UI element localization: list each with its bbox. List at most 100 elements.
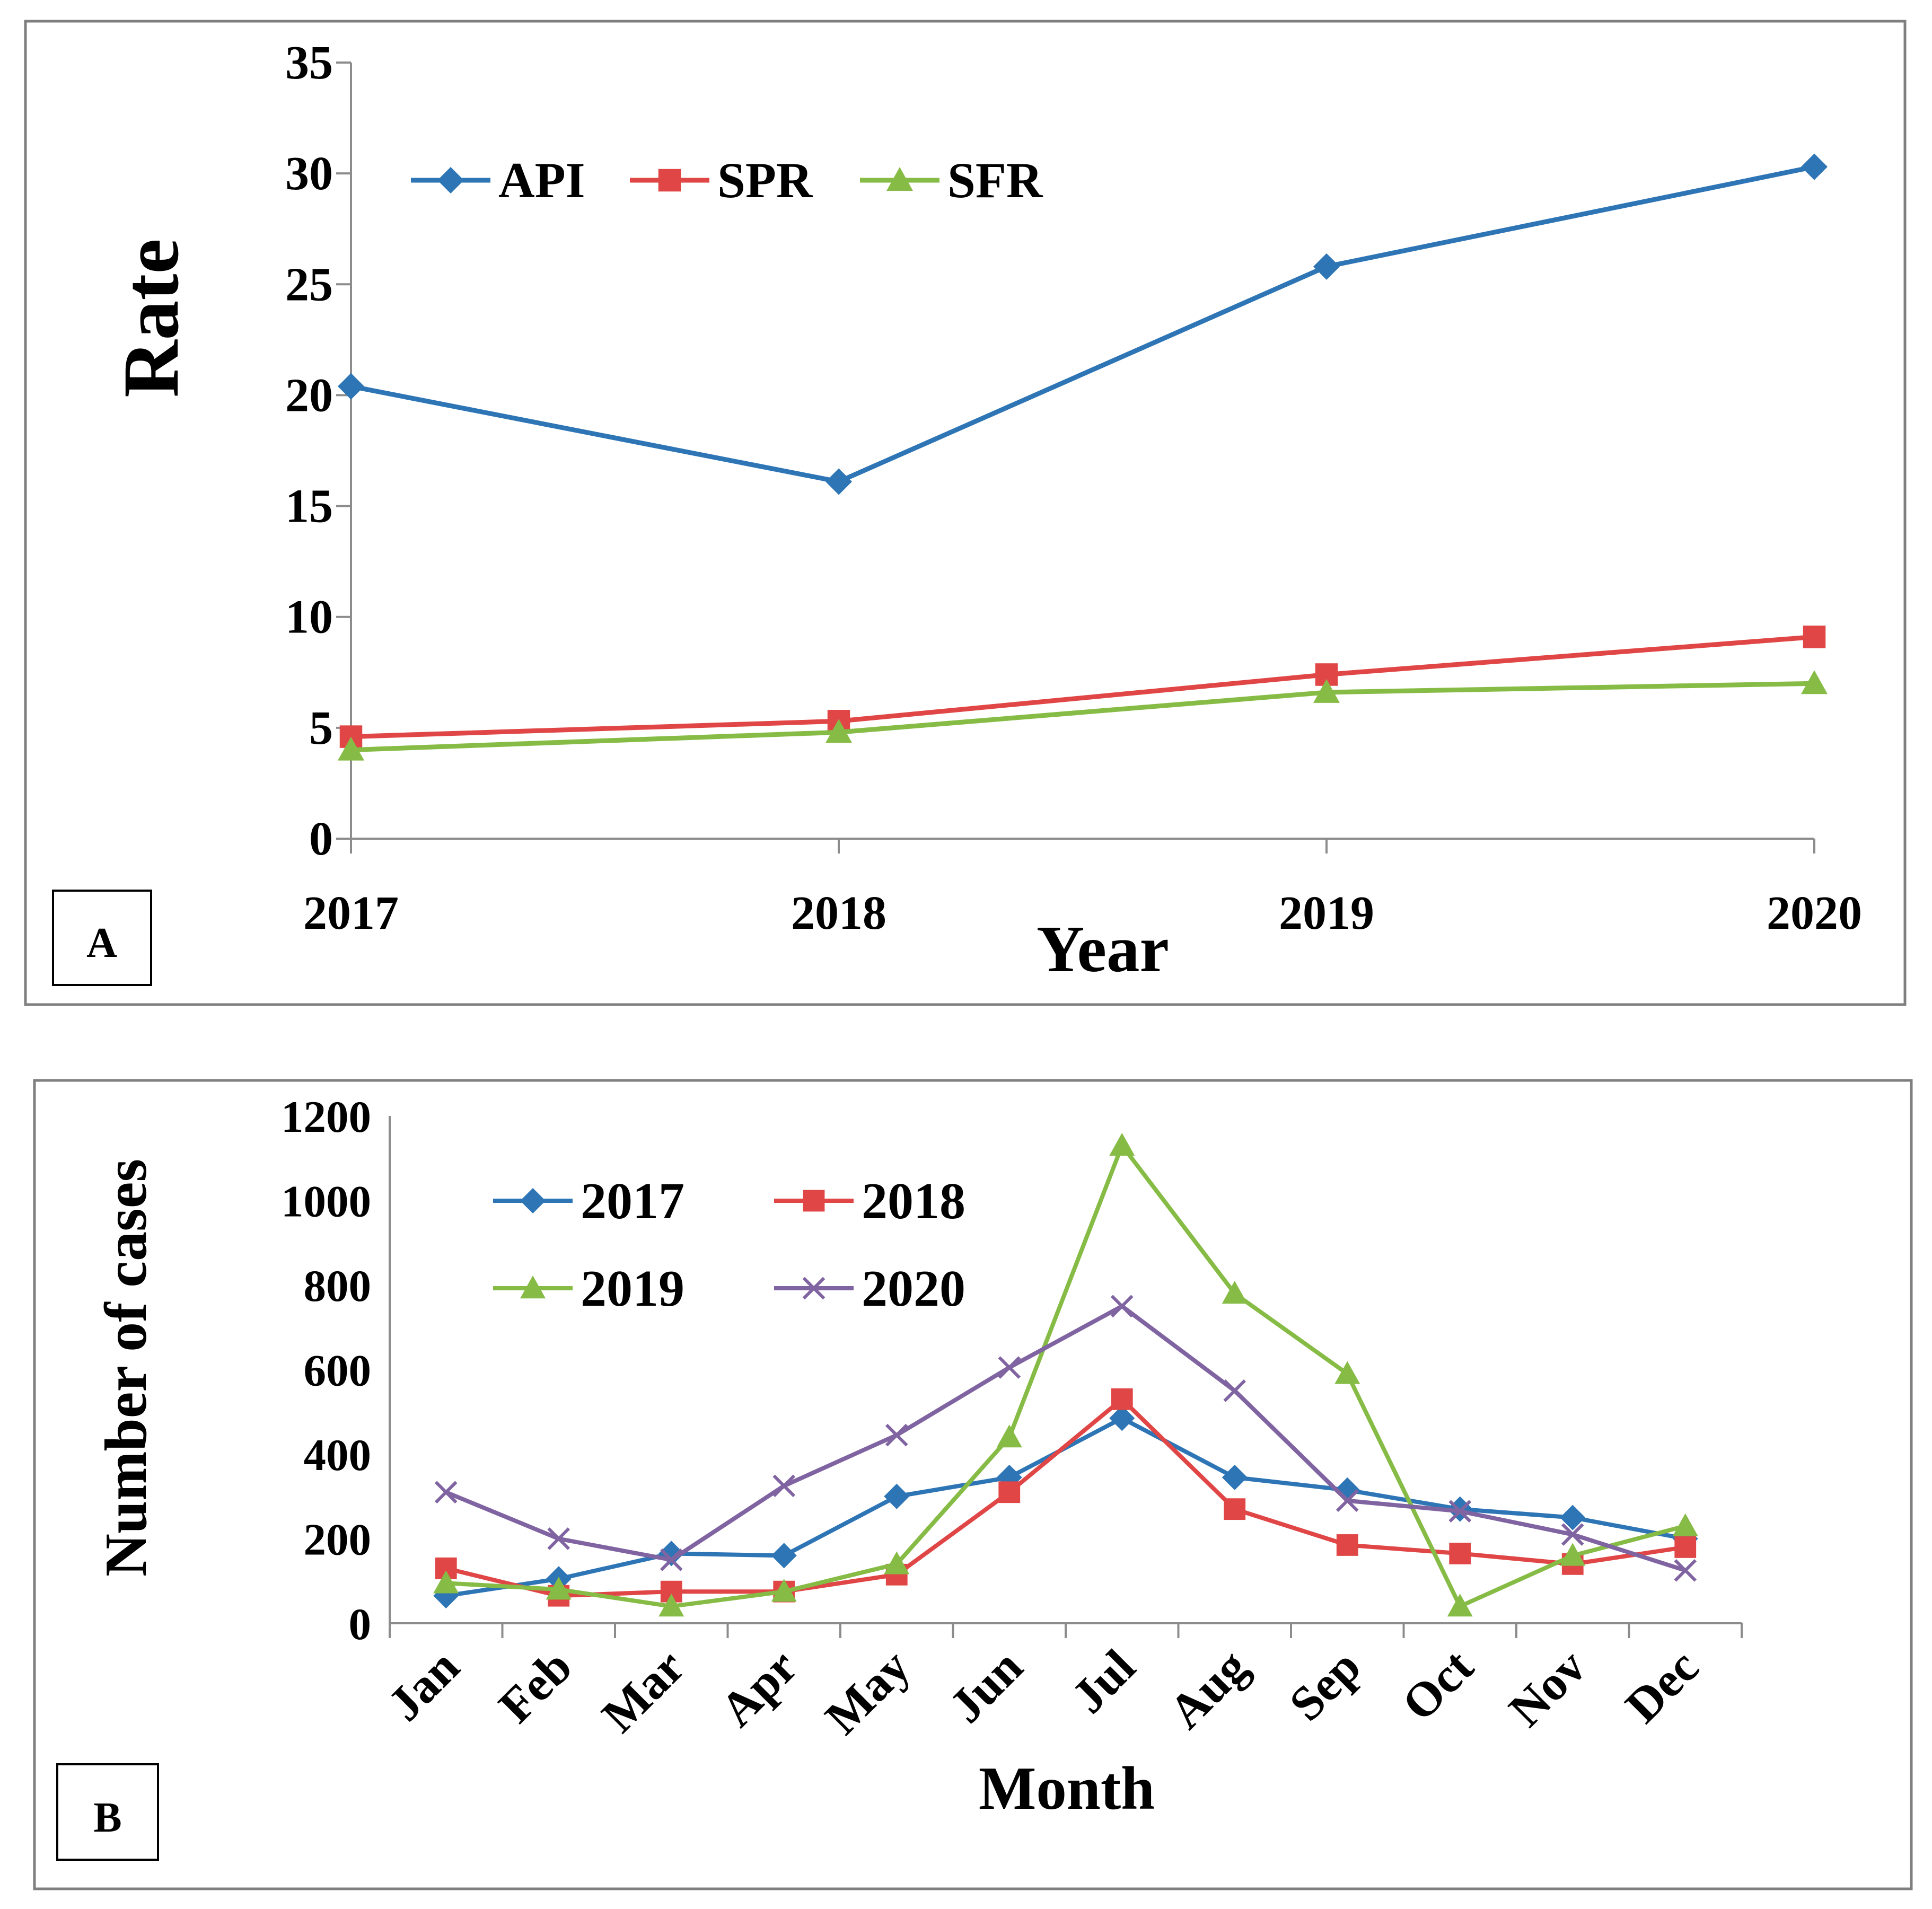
legend-2019-label: 2019 [581, 1260, 684, 1317]
panel-a: 0 5 10 15 20 25 30 35 2017 2018 2019 2020 Year Rate… [24, 20, 1907, 1006]
panel-b-y-tick-label: 600 [304, 1346, 372, 1396]
series-api-line [350, 164, 1815, 485]
series-2017-point [884, 1483, 910, 1509]
series-sfr-point [1801, 670, 1828, 694]
panel-a-x-axis-title: Year [1037, 913, 1169, 986]
series-2019-point [1334, 1361, 1360, 1384]
series-api-point [1313, 253, 1340, 280]
series-2019 [433, 1132, 1698, 1617]
legend-2018-label: 2018 [862, 1173, 965, 1230]
panel-a-label-box [52, 890, 152, 986]
panel-a-y-tick-label: 30 [285, 147, 333, 200]
panel-a-x-tick-label: 2017 [303, 887, 399, 939]
panel-b-legend: 2017 2018 2019 2020 [493, 1173, 965, 1317]
legend-spr-label: SPR [717, 152, 813, 208]
series-2019-point [1672, 1513, 1698, 1536]
legend-api-label: API [498, 152, 585, 208]
legend-spr-marker [658, 169, 681, 192]
series-2017-point [1109, 1405, 1135, 1431]
legend-2018-marker [803, 1190, 825, 1212]
legend-2017: 2017 [493, 1173, 684, 1230]
panel-b-y-tick-label: 400 [304, 1430, 372, 1480]
series-api [338, 153, 1828, 495]
series-2019-point [884, 1551, 910, 1574]
series-2020-point [885, 1423, 908, 1447]
panel-b-series [433, 1132, 1698, 1617]
series-2019-point [546, 1577, 572, 1600]
series-api-point [826, 468, 852, 495]
series-sfr [338, 670, 1828, 761]
panel-a-legend: API SPR SFR [411, 152, 1043, 208]
panel-a-ticks: 0 5 10 15 20 25 30 35 2017 2018 2019 2020 [285, 37, 1862, 939]
legend-2020-marker [802, 1277, 826, 1300]
series-api-point [1801, 153, 1828, 180]
series-2020-point [772, 1474, 796, 1498]
panel-a-y-axis-title: Rate [107, 239, 195, 398]
legend-api: API [411, 152, 585, 208]
series-2020-point [660, 1549, 683, 1571]
series-2019-line [446, 1143, 1686, 1609]
panel-a-x-tick-label: 2018 [791, 887, 886, 939]
series-sfr-line [350, 681, 1815, 753]
panel-a-y-tick-label: 15 [285, 480, 333, 533]
panel-a-y-tick-label: 35 [285, 37, 333, 89]
series-2020-point [1223, 1379, 1246, 1402]
series-2019-point [1222, 1280, 1248, 1304]
legend-2019: 2019 [493, 1260, 684, 1317]
legend-sfr-label: SFR [947, 152, 1043, 208]
series-api-point [338, 373, 364, 400]
series-spr-line [350, 634, 1815, 740]
series-2019-point [996, 1424, 1022, 1448]
legend-spr: SPR [630, 152, 813, 208]
series-2020-point [998, 1356, 1021, 1379]
series-2020-point [1448, 1500, 1472, 1523]
series-2019-point [771, 1579, 797, 1602]
series-2019-point [658, 1594, 684, 1617]
panel-a-y-tick-label: 20 [285, 369, 333, 421]
legend-2017-marker [520, 1188, 546, 1213]
series-2019-point [433, 1570, 459, 1594]
legend-2018: 2018 [774, 1173, 965, 1230]
panel-a-y-tick-label: 25 [285, 258, 333, 311]
panel-a-y-tick-label: 10 [285, 591, 333, 644]
series-2018-point [1674, 1536, 1697, 1558]
series-spr-point [1803, 626, 1826, 648]
panel-a-frame [24, 20, 1907, 1006]
legend-sfr-marker [886, 167, 913, 191]
panel-a-x-tick-label: 2019 [1279, 887, 1374, 939]
panel-b-y-tick-label: 800 [304, 1261, 372, 1311]
series-2018-point [1111, 1388, 1133, 1410]
series-2019-point [1447, 1594, 1473, 1617]
panel-b-y-tick-label: 200 [304, 1515, 372, 1565]
series-sfr-point [826, 719, 852, 743]
series-2020-point [547, 1527, 570, 1550]
series-2020 [434, 1295, 1697, 1582]
panel-b-y-tick-label: 1200 [281, 1092, 371, 1142]
panel-a-label: A [86, 920, 117, 966]
panel-b-y-tick-label: 1000 [281, 1177, 371, 1227]
series-2020-point [1336, 1489, 1359, 1512]
series-2018-point [1449, 1543, 1471, 1564]
panel-a-series [338, 153, 1828, 761]
legend-2020: 2020 [774, 1260, 965, 1317]
panel-a-x-tick-label: 2020 [1767, 887, 1862, 939]
series-2019-point [1560, 1543, 1586, 1566]
panel-b-y-tick-label: 0 [349, 1599, 372, 1649]
legend-2017-label: 2017 [581, 1173, 684, 1230]
series-2018-point [1336, 1534, 1358, 1556]
series-2020-point [1110, 1295, 1134, 1318]
panel-a-y-tick-label: 0 [309, 813, 333, 865]
series-sfr-point [338, 736, 364, 761]
series-2020-point [1674, 1559, 1697, 1582]
legend-2019-marker [520, 1275, 546, 1299]
series-2017-point [1560, 1505, 1586, 1530]
series-2020-point [1561, 1523, 1584, 1546]
series-2020-line [445, 1304, 1686, 1573]
series-2017-point [1222, 1464, 1248, 1490]
legend-api-marker [437, 167, 464, 193]
panel-b-x-axis-title: Month [979, 1755, 1155, 1822]
legend-2020-label: 2020 [862, 1260, 965, 1317]
series-2018-line [445, 1397, 1686, 1598]
series-2018-point [1224, 1498, 1246, 1520]
